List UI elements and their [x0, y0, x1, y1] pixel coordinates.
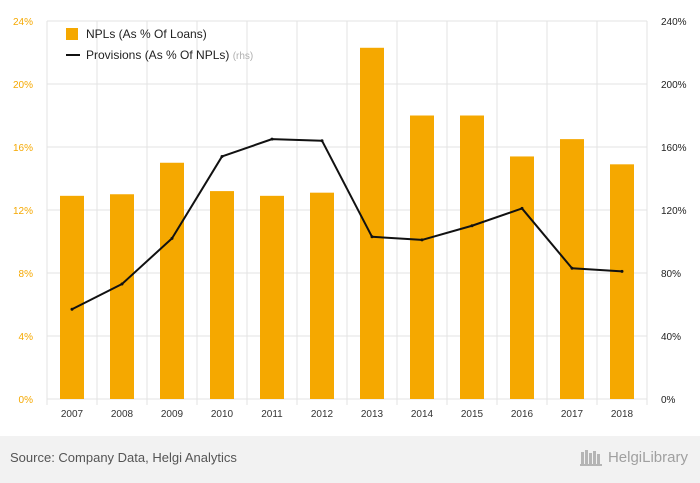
- y-left-tick-label: 0%: [19, 395, 34, 406]
- y-left-tick-label: 24%: [13, 17, 33, 28]
- legend-bar-label: NPLs (As % Of Loans): [86, 27, 207, 41]
- x-tick-label: 2014: [411, 409, 434, 420]
- bar: [510, 156, 534, 399]
- x-tick-label: 2015: [461, 409, 484, 420]
- bar: [610, 164, 634, 399]
- line-point: [220, 154, 224, 158]
- bar: [60, 195, 84, 399]
- line-point: [520, 206, 524, 210]
- y-right-tick-label: 200%: [661, 80, 687, 91]
- line-point: [420, 238, 424, 242]
- line-point: [570, 266, 574, 270]
- y-right-tick-label: 0%: [661, 395, 676, 406]
- y-left-tick-label: 4%: [19, 332, 34, 343]
- y-right-tick-label: 40%: [661, 332, 681, 343]
- bar: [410, 115, 434, 399]
- bar: [160, 162, 184, 399]
- y-left-tick-label: 8%: [19, 269, 34, 280]
- brand-name: HelgiLibrary: [607, 448, 688, 466]
- brand-logo: HelgiLibrary: [579, 448, 688, 466]
- y-left-tick-label: 20%: [13, 80, 33, 91]
- line-point: [320, 139, 324, 143]
- y-left-tick-label: 16%: [13, 143, 33, 154]
- y-right-tick-label: 160%: [661, 143, 687, 154]
- bar: [210, 191, 234, 399]
- y-right-tick-label: 240%: [661, 17, 687, 28]
- y-right-tick-label: 80%: [661, 269, 681, 280]
- legend-bar-swatch: [66, 28, 78, 40]
- line-point: [620, 269, 624, 273]
- x-tick-label: 2010: [211, 409, 234, 420]
- source-text: Source: Company Data, Helgi Analytics: [10, 450, 237, 465]
- x-tick-label: 2007: [61, 409, 84, 420]
- provisions-line: [71, 138, 623, 311]
- y-right-tick-label: 120%: [661, 206, 687, 217]
- line-point: [270, 137, 274, 141]
- legend-line-label: Provisions (As % Of NPLs) (rhs): [86, 48, 253, 62]
- x-tick-label: 2012: [311, 409, 334, 420]
- line-point: [120, 282, 124, 286]
- chart-plot: 0% 0% 4% 40% 8% 80% 12% 120% 16% 160% 20% 200% 24% 24…: [13, 17, 687, 420]
- bar: [110, 194, 134, 399]
- x-tick-label: 2016: [511, 409, 534, 420]
- line-point: [170, 236, 174, 240]
- x-tick-label: 2009: [161, 409, 184, 420]
- line-point: [370, 235, 374, 239]
- library-icon: [579, 450, 602, 466]
- bar: [310, 192, 334, 399]
- legend-rhs-note: (rhs): [233, 51, 254, 62]
- x-tick-label: 2011: [261, 409, 283, 420]
- bar: [360, 47, 384, 400]
- y-left-tick-label: 12%: [13, 206, 33, 217]
- bar: [460, 115, 484, 399]
- x-tick-label: 2008: [111, 409, 134, 420]
- bar: [260, 195, 284, 399]
- x-tick-label: 2017: [561, 409, 584, 420]
- line-point: [70, 307, 74, 311]
- x-tick-label: 2018: [611, 409, 634, 420]
- line-point: [470, 224, 474, 228]
- x-tick-label: 2013: [361, 409, 384, 420]
